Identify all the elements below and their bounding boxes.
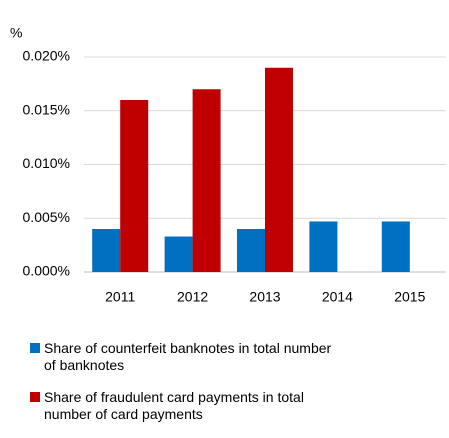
bar bbox=[92, 229, 121, 272]
y-tick-label: 0.000% bbox=[23, 263, 70, 279]
bar bbox=[192, 89, 221, 272]
x-tick-label: 2014 bbox=[322, 289, 353, 305]
bar bbox=[237, 229, 265, 272]
bar bbox=[120, 100, 149, 272]
bar bbox=[309, 221, 338, 272]
legend: Share of counterfeit banknotes in total … bbox=[30, 340, 340, 438]
legend-label: Share of counterfeit banknotes in total … bbox=[44, 340, 332, 373]
legend-item: Share of fraudulent card payments in tot… bbox=[30, 389, 340, 423]
y-tick-label: 0.010% bbox=[23, 155, 70, 171]
bar bbox=[381, 221, 410, 272]
x-tick-label: 2013 bbox=[249, 289, 280, 305]
legend-label: Share of fraudulent card payments in tot… bbox=[44, 389, 304, 422]
y-tick-label: 0.015% bbox=[23, 101, 70, 117]
x-tick-label: 2015 bbox=[394, 289, 425, 305]
bar bbox=[164, 236, 193, 272]
y-tick-label: 0.005% bbox=[23, 209, 70, 225]
x-tick-label: 2011 bbox=[105, 289, 135, 305]
chart: % 0.000% 0.005% 0.010% 0.015% 0.020% 2011 2012… bbox=[10, 25, 446, 305]
y-tick-label: 0.020% bbox=[23, 48, 70, 64]
bar bbox=[265, 67, 293, 272]
x-tick-label: 2012 bbox=[177, 289, 208, 305]
legend-item: Share of counterfeit banknotes in total … bbox=[30, 340, 340, 374]
y-axis-label: % bbox=[10, 25, 22, 41]
legend-swatch bbox=[30, 343, 40, 353]
legend-swatch bbox=[30, 392, 40, 402]
